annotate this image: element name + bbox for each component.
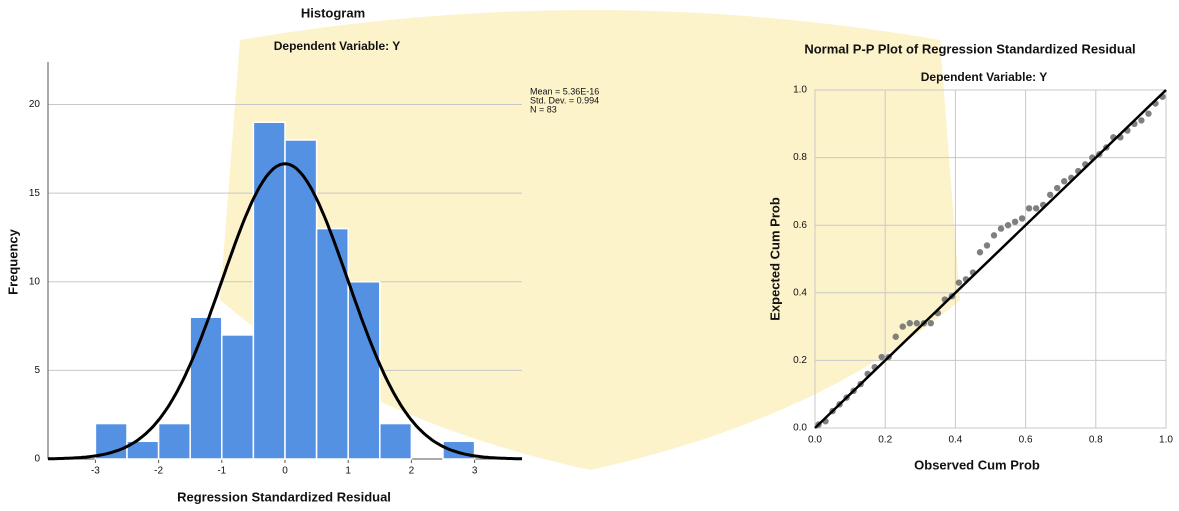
y-tick-label: 0.4: [793, 287, 807, 298]
point: [1061, 178, 1067, 184]
page: Histogram Dependent Variable: Y Regressi…: [0, 0, 1179, 511]
point: [1019, 215, 1025, 221]
y-tick-label: 10: [29, 276, 41, 287]
x-tick-label: 0.0: [808, 435, 822, 446]
x-tick-label: 0.4: [948, 435, 962, 446]
y-tick-label: 0.6: [793, 220, 807, 231]
point: [984, 242, 990, 248]
point: [907, 320, 913, 326]
point: [1047, 192, 1053, 198]
x-axis-label: Regression Standardized Residual: [177, 489, 391, 504]
y-axis-label: Frequency: [5, 228, 20, 295]
y-tick-label: 0.0: [793, 423, 807, 434]
point: [998, 225, 1004, 231]
y-tick-label: 0.8: [793, 152, 807, 163]
bar: [348, 282, 380, 459]
x-tick-label: 0.2: [878, 435, 892, 446]
x-tick-label: 1.0: [1159, 435, 1173, 446]
y-axis-label: Expected Cum Prob: [767, 197, 782, 321]
y-tick-label: 5: [34, 365, 40, 376]
x-tick-label: 0.8: [1089, 435, 1103, 446]
point: [914, 320, 920, 326]
point: [900, 323, 906, 329]
point: [1005, 222, 1011, 228]
x-tick-label: -3: [91, 466, 100, 477]
x-tick-label: -2: [154, 466, 163, 477]
x-tick-label: 3: [472, 466, 478, 477]
chart-title: Normal P-P Plot of Regression Standardiz…: [804, 41, 1135, 56]
point: [1026, 205, 1032, 211]
y-tick-label: 0: [34, 454, 40, 465]
point: [956, 279, 962, 285]
point: [977, 249, 983, 255]
point: [1054, 185, 1060, 191]
point: [991, 232, 997, 238]
x-tick-label: 0.6: [1019, 435, 1033, 446]
point: [893, 334, 899, 340]
chart-title: Histogram: [301, 5, 365, 20]
x-axis-label: Observed Cum Prob: [914, 457, 1040, 472]
bar: [380, 424, 412, 459]
chart-subtitle: Dependent Variable: Y: [274, 39, 401, 53]
point: [1033, 205, 1039, 211]
x-tick-label: 1: [345, 466, 351, 477]
point: [928, 320, 934, 326]
point: [1145, 110, 1151, 116]
bar: [190, 317, 222, 459]
bar: [159, 424, 191, 459]
chart-subtitle: Dependent Variable: Y: [921, 70, 1048, 84]
y-tick-label: 20: [29, 99, 41, 110]
point: [1012, 219, 1018, 225]
x-tick-label: 0: [282, 466, 288, 477]
point: [1138, 117, 1144, 123]
point: [878, 354, 884, 360]
y-tick-label: 1.0: [793, 85, 807, 96]
y-tick-label: 0.2: [793, 355, 807, 366]
bar: [222, 335, 254, 459]
stat-label: N = 83: [530, 104, 557, 114]
x-tick-label: 2: [409, 466, 415, 477]
x-tick-label: -1: [217, 466, 226, 477]
y-tick-label: 15: [29, 188, 41, 199]
